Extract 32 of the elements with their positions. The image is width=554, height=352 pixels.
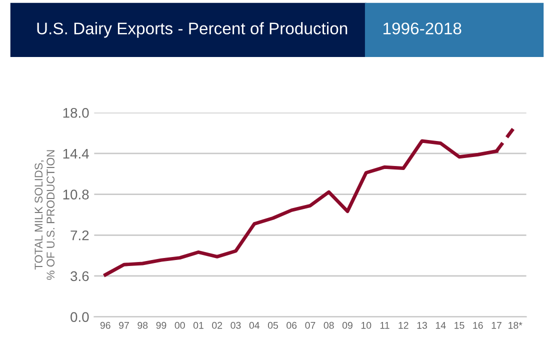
y-tick-label: 18.0 — [63, 108, 89, 118]
x-tick-label: 14 — [436, 322, 446, 329]
x-tick-label: 07 — [305, 322, 316, 329]
x-tick-label: 00 — [174, 322, 185, 329]
x-tick-label: 04 — [249, 322, 260, 329]
x-tick-label: 05 — [268, 322, 278, 329]
y-axis-title: TOTAL MILK SOLIDS, % OF U.S. PRODUCTION — [34, 150, 55, 280]
x-tick-label: 99 — [156, 322, 166, 329]
x-tick-label: 96 — [100, 322, 110, 329]
x-tick-label: 06 — [286, 322, 297, 329]
x-tick-label: 03 — [230, 322, 241, 329]
x-tick-label: 02 — [212, 322, 222, 329]
x-tick-label: 16 — [473, 322, 483, 329]
y-tick-label: 7.2 — [70, 230, 89, 240]
y-tick-label: 3.6 — [70, 271, 89, 282]
x-tick-label: 15 — [454, 322, 464, 329]
x-tick-label: 17 — [492, 322, 502, 329]
x-tick-label: 08 — [324, 322, 334, 329]
y-tick-label: 14.4 — [63, 148, 89, 159]
x-tick-label: 09 — [342, 322, 352, 329]
x-tick-label: 01 — [193, 322, 204, 329]
chart-subtitle: 1996-2018 — [384, 22, 462, 34]
x-tick-label: 10 — [361, 322, 372, 329]
x-tick-label: 18* — [508, 322, 522, 329]
y-tick-label: 0.0 — [70, 312, 89, 322]
x-tick-label: 97 — [119, 322, 129, 329]
x-tick-label: 98 — [138, 322, 148, 329]
x-tick-label: 11 — [380, 322, 390, 329]
x-tick-label: 12 — [398, 322, 408, 329]
y-tick-label: 10.8 — [63, 190, 89, 200]
x-tick-label: 13 — [417, 322, 427, 329]
chart-title: U.S. Dairy Exports - Percent of Production — [37, 22, 348, 38]
